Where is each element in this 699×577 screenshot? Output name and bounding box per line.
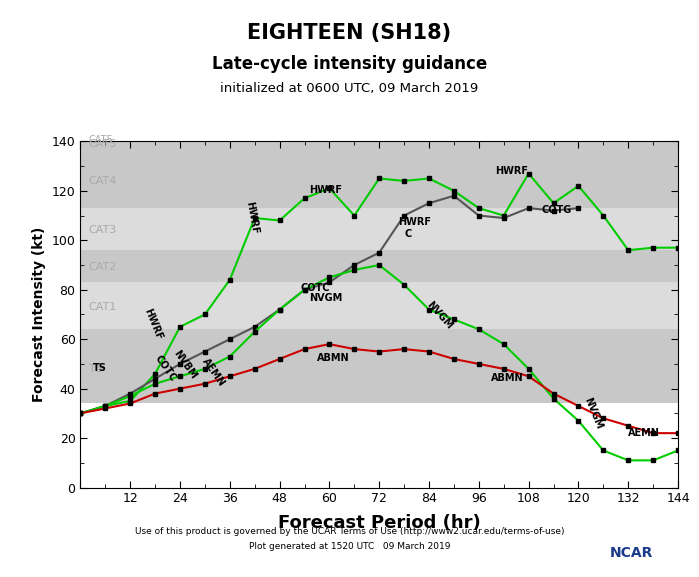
Text: initialized at 0600 UTC, 09 March 2019: initialized at 0600 UTC, 09 March 2019 (220, 82, 479, 95)
Text: C: C (404, 228, 411, 238)
Text: ABMN: ABMN (491, 373, 524, 383)
Text: NCAR: NCAR (610, 546, 654, 560)
Text: CAT2: CAT2 (89, 263, 117, 272)
Text: ABMN: ABMN (317, 354, 350, 364)
Text: COTG: COTG (541, 205, 571, 215)
Y-axis label: Forecast Intensity (kt): Forecast Intensity (kt) (32, 227, 46, 402)
Bar (80, 208, 678, 250)
Text: Use of this product is governed by the UCAR Terms of Use (http://www2.ucar.edu/t: Use of this product is governed by the U… (135, 527, 564, 535)
Bar (80, 149, 678, 208)
Text: CAT5: CAT5 (89, 135, 113, 145)
Text: Plot generated at 1520 UTC   09 March 2019: Plot generated at 1520 UTC 09 March 2019 (249, 542, 450, 551)
X-axis label: Forecast Period (hr): Forecast Period (hr) (278, 514, 481, 532)
Text: NVGM: NVGM (425, 300, 454, 331)
Text: Late-cycle intensity guidance: Late-cycle intensity guidance (212, 55, 487, 73)
Text: HWRF: HWRF (398, 218, 431, 227)
Text: EIGHTEEN (SH18): EIGHTEEN (SH18) (247, 23, 452, 43)
Text: COTC: COTC (153, 353, 178, 383)
Text: COTC: COTC (301, 283, 330, 293)
Text: AEMN: AEMN (628, 428, 660, 437)
Text: CAT3: CAT3 (89, 226, 117, 235)
Text: HWRF: HWRF (143, 307, 164, 341)
Bar (80, 250, 678, 282)
Bar (80, 92, 678, 149)
Text: HWRF: HWRF (245, 201, 260, 235)
Text: TS: TS (93, 364, 107, 373)
Text: HWRF: HWRF (309, 185, 342, 195)
Text: TS: TS (89, 364, 103, 374)
Text: CAT4: CAT4 (89, 176, 117, 186)
Bar (80, 329, 678, 403)
Bar (80, 282, 678, 329)
Text: CAT5: CAT5 (89, 139, 117, 149)
Text: HWRF: HWRF (496, 166, 528, 175)
Text: CAT1: CAT1 (89, 302, 117, 312)
Text: AEMN: AEMN (201, 357, 227, 388)
Bar (80, 0, 678, 149)
Text: NVGM: NVGM (582, 396, 605, 430)
Text: NVGM: NVGM (309, 293, 342, 303)
Text: NVBM: NVBM (172, 349, 199, 381)
